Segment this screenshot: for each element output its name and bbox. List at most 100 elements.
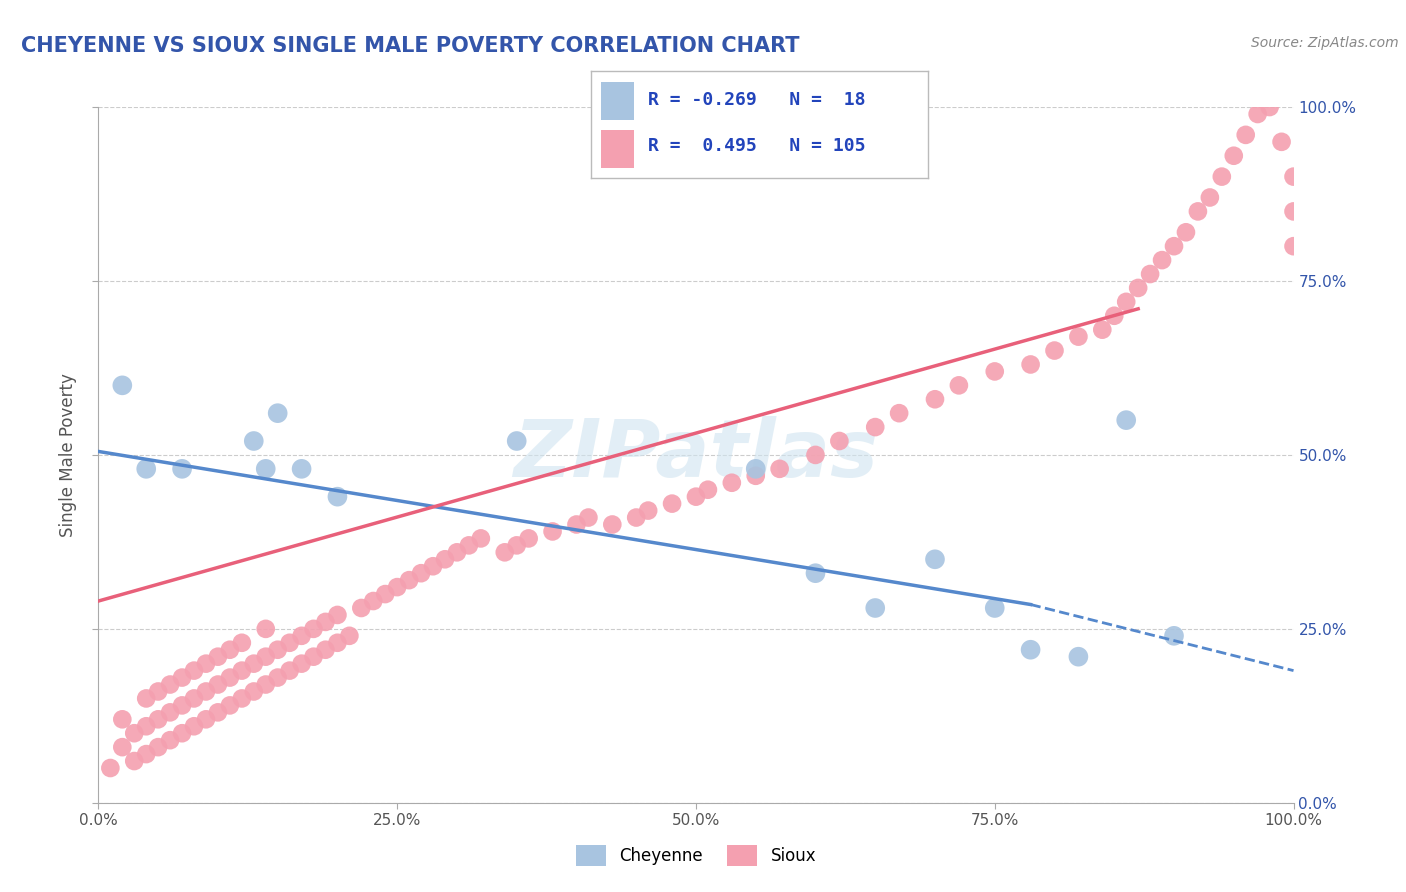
Point	[207, 677, 229, 691]
Point	[494, 545, 516, 559]
Point	[291, 657, 314, 671]
Point	[1115, 413, 1137, 427]
Point	[1234, 128, 1257, 142]
Point	[434, 552, 457, 566]
Point	[254, 462, 277, 476]
Text: ZIPatlas: ZIPatlas	[513, 416, 879, 494]
Point	[517, 532, 540, 546]
Point	[267, 671, 290, 685]
Point	[637, 503, 659, 517]
Point	[602, 517, 624, 532]
Point	[124, 726, 146, 740]
Point	[326, 490, 349, 504]
Point	[267, 642, 290, 657]
Point	[889, 406, 911, 420]
Point	[374, 587, 396, 601]
Point	[148, 712, 170, 726]
Point	[685, 490, 707, 504]
Point	[541, 524, 564, 539]
Point	[745, 468, 768, 483]
Point	[207, 706, 229, 720]
Point	[207, 649, 229, 664]
Point	[697, 483, 720, 497]
Point	[267, 406, 290, 420]
Point	[411, 566, 433, 581]
Point	[1163, 239, 1185, 253]
Point	[159, 677, 181, 691]
Point	[1104, 309, 1126, 323]
Point	[626, 510, 648, 524]
Point	[1282, 239, 1305, 253]
Point	[159, 733, 181, 747]
Point	[254, 649, 277, 664]
Point	[148, 740, 170, 755]
Point	[183, 719, 205, 733]
Point	[195, 657, 218, 671]
Point	[1067, 329, 1090, 343]
Point	[1175, 225, 1198, 239]
Point	[159, 706, 181, 720]
Point	[984, 364, 1007, 378]
Point	[506, 434, 529, 448]
Point	[865, 601, 887, 615]
Point	[326, 607, 349, 622]
Point	[243, 434, 266, 448]
Point	[1163, 629, 1185, 643]
Point	[243, 657, 266, 671]
Point	[231, 691, 253, 706]
Point	[135, 719, 157, 733]
Point	[302, 622, 325, 636]
Point	[565, 517, 588, 532]
Point	[339, 629, 361, 643]
Point	[661, 497, 683, 511]
Point	[1282, 204, 1305, 219]
Point	[172, 726, 194, 740]
Point	[1019, 642, 1042, 657]
Point	[578, 510, 600, 524]
Point	[506, 538, 529, 552]
Point	[172, 462, 194, 476]
Point	[363, 594, 385, 608]
Point	[231, 664, 253, 678]
Point	[111, 740, 134, 755]
Point	[172, 698, 194, 713]
Point	[1067, 649, 1090, 664]
Point	[1187, 204, 1209, 219]
Point	[278, 636, 301, 650]
Point	[1199, 190, 1222, 204]
Point	[291, 462, 314, 476]
Point	[195, 712, 218, 726]
Point	[385, 580, 409, 594]
Point	[1128, 281, 1150, 295]
Point	[111, 378, 134, 392]
Bar	[600, 130, 634, 168]
Point	[135, 747, 157, 761]
Point	[219, 642, 242, 657]
Point	[1043, 343, 1066, 358]
Text: Source: ZipAtlas.com: Source: ZipAtlas.com	[1251, 36, 1399, 50]
Point	[804, 448, 827, 462]
Point	[135, 691, 157, 706]
Point	[1223, 149, 1246, 163]
Point	[1019, 358, 1042, 372]
Point	[422, 559, 444, 574]
Point	[745, 462, 768, 476]
Point	[1115, 294, 1137, 309]
Bar	[600, 82, 634, 120]
Point	[124, 754, 146, 768]
Point	[1271, 135, 1294, 149]
Point	[350, 601, 373, 615]
Point	[219, 671, 242, 685]
Point	[398, 573, 420, 587]
Point	[924, 552, 946, 566]
Point	[984, 601, 1007, 615]
Point	[111, 712, 134, 726]
Point	[302, 649, 325, 664]
Point	[948, 378, 970, 392]
Point	[1139, 267, 1161, 281]
Point	[804, 566, 827, 581]
Text: R = -0.269   N =  18: R = -0.269 N = 18	[648, 91, 865, 109]
Point	[315, 615, 337, 629]
Point	[865, 420, 887, 434]
Point	[183, 664, 205, 678]
